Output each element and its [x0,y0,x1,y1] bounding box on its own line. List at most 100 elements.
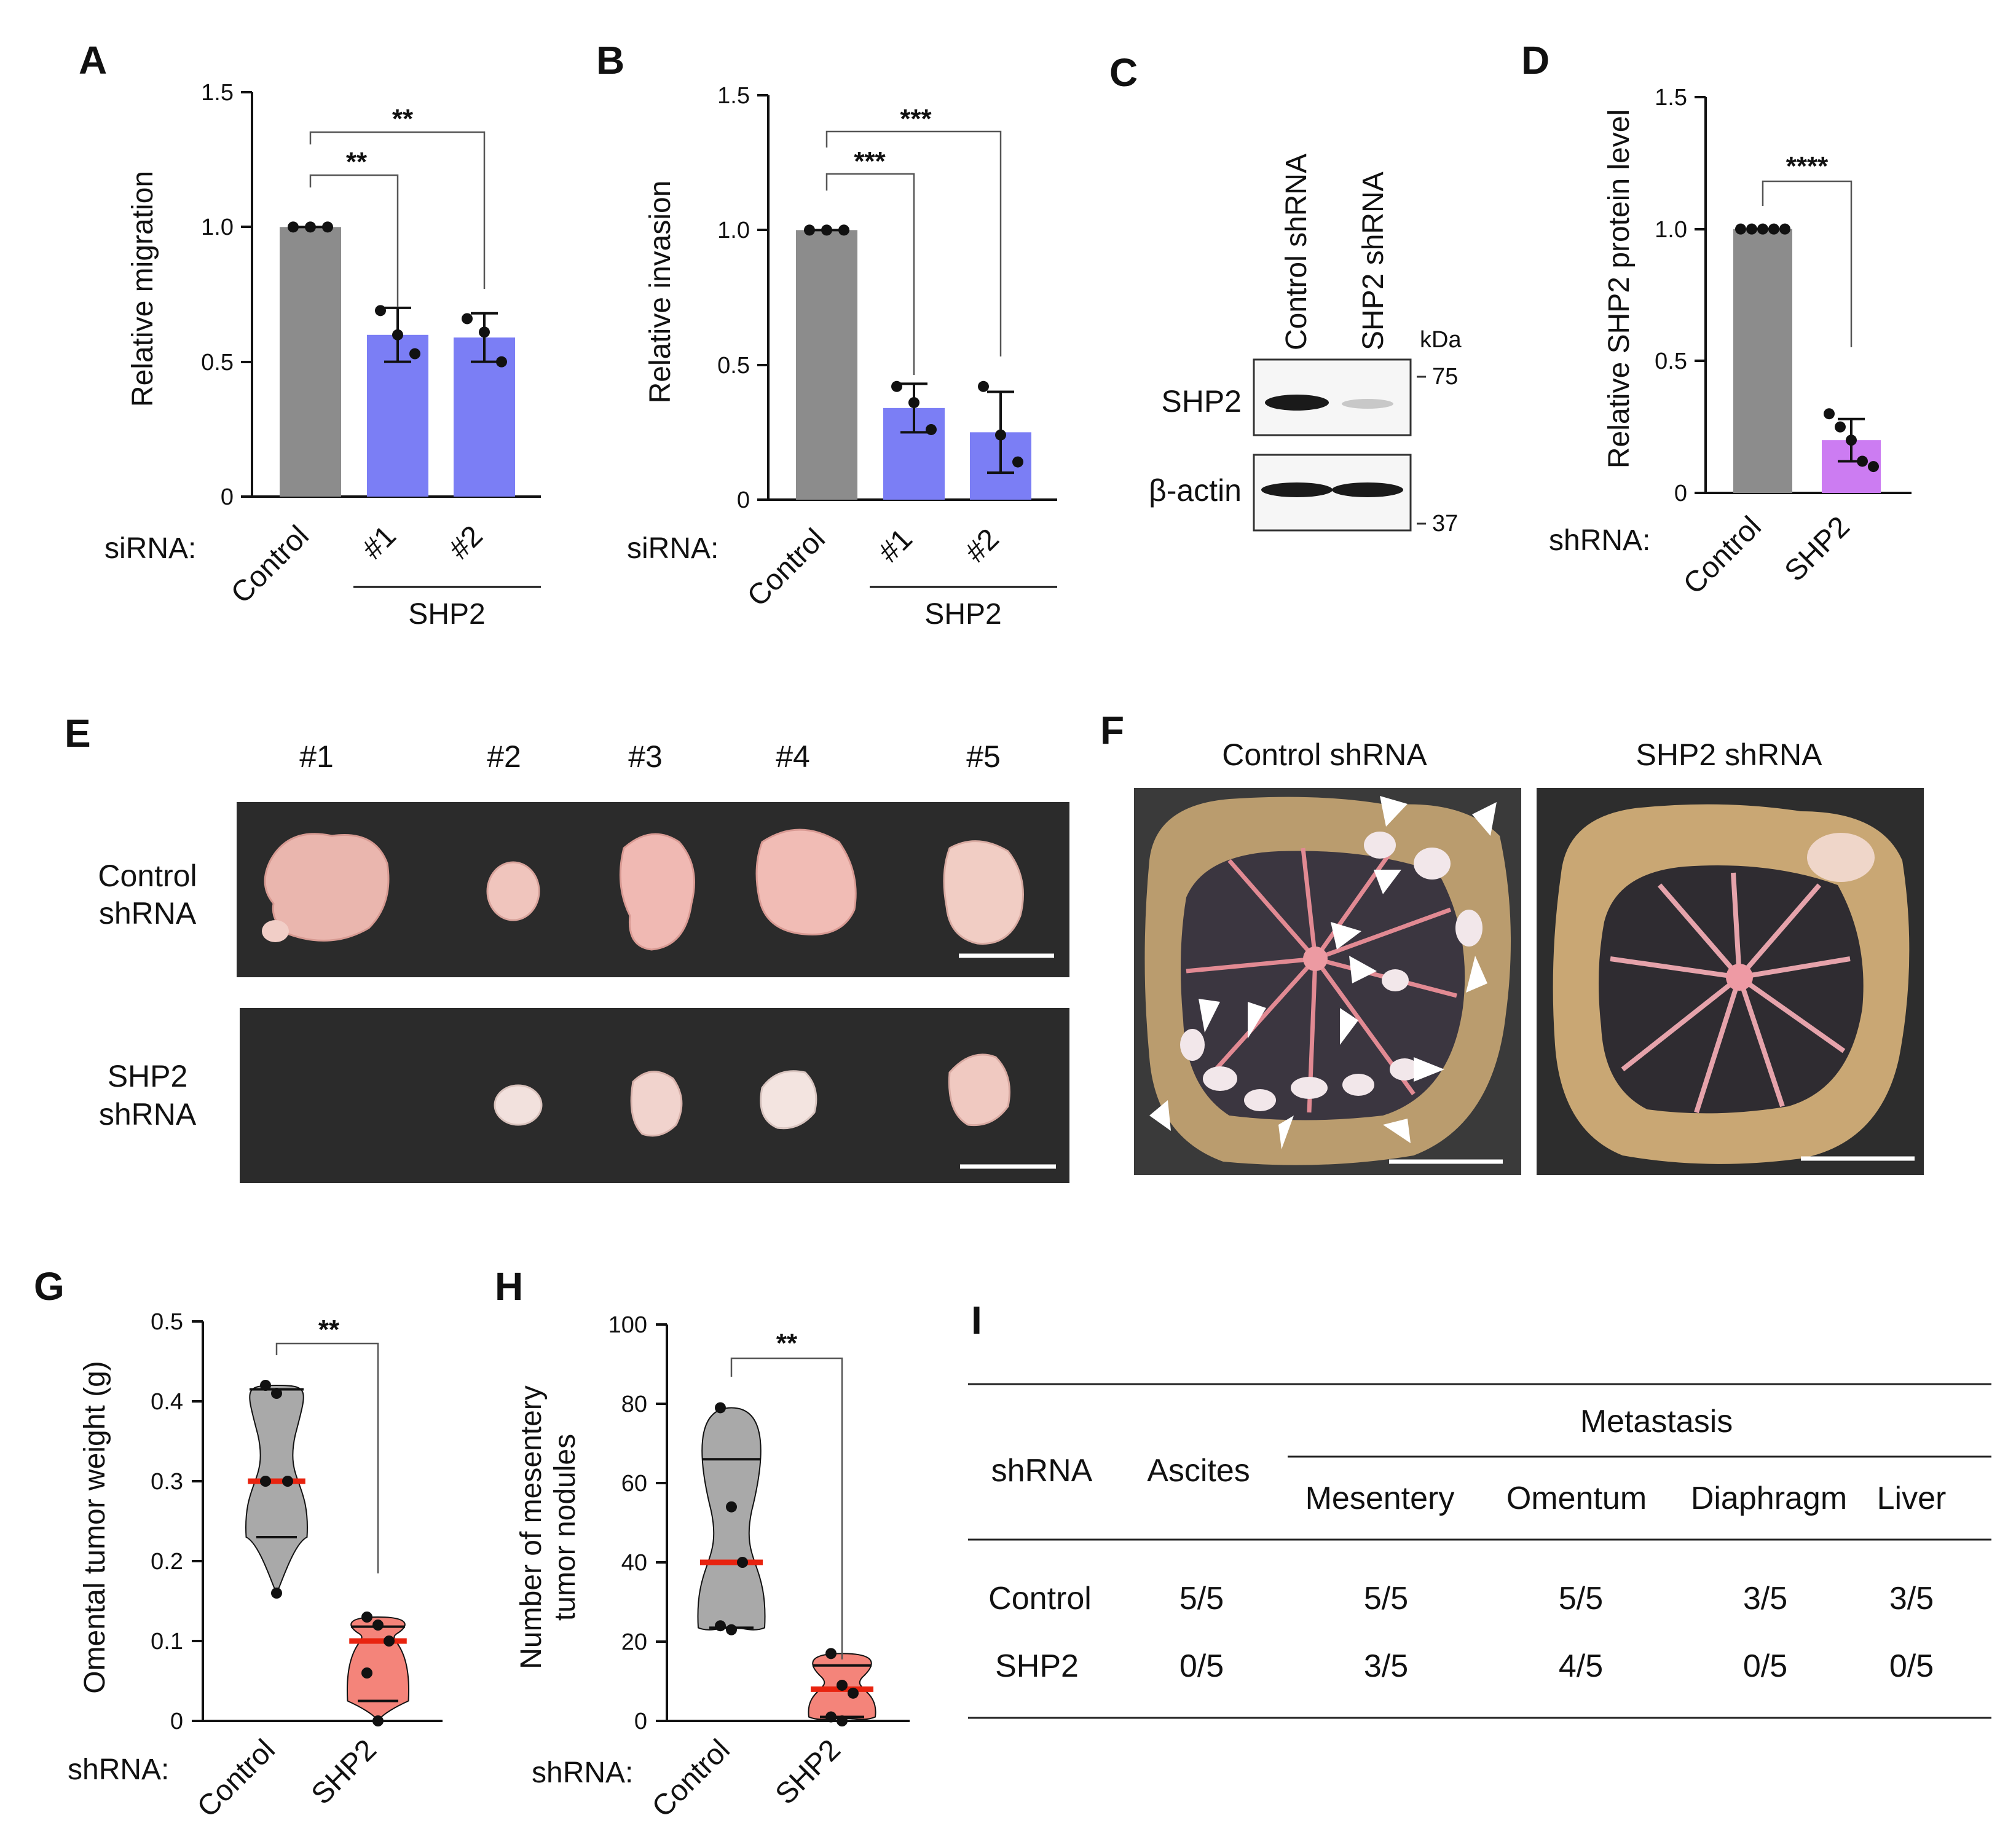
y-tick-label: 100 [608,1312,647,1338]
table-cell: 0/5 [1743,1648,1787,1684]
bar [796,230,857,500]
table-cell: 0/5 [1889,1648,1934,1684]
table-header-cell: Liver [1877,1481,1947,1516]
y-axis-title: Relative migration [127,171,159,407]
lane-label: SHP2 shRNA [1357,171,1390,350]
table-cell: SHP2 [995,1648,1079,1684]
y-axis-title: Omental tumor weight (g) [79,1361,111,1694]
panel-letter-h: H [495,1264,523,1309]
y-axis-title: Relative invasion [644,181,677,404]
violin-body [347,1616,409,1722]
table-cell: 0/5 [1179,1648,1224,1684]
data-point [1868,461,1879,473]
mouse-label: #3 [628,739,663,774]
panel-letter-i: I [971,1298,982,1342]
data-point [726,1624,737,1635]
table-row: Control 5/5 5/5 5/5 3/5 3/5 [988,1581,1934,1616]
panel-d: D Relative SHP2 protein level 0 0.5 1.0 … [1521,38,1912,600]
significance-brackets: ** [275,1315,379,1573]
panel-f: F Control shRNA SHP2 shRNA [1100,708,1924,1175]
table-header-cell: Diaphragm [1691,1481,1847,1516]
data-point [361,1667,372,1679]
data-point [282,1476,293,1487]
data-point [479,326,490,338]
significance-brackets: ** ** [309,104,486,307]
lane-label: Control shRNA [1280,154,1313,350]
row-label: siRNA: [627,532,719,565]
marker-label: 37 [1432,511,1458,537]
significance-label: *** [900,104,932,134]
data-point [372,1620,384,1631]
panel-letter-e: E [65,711,91,755]
violin-group [245,1380,409,1726]
panel-h: H Number of mesentery tumor nodules 0 20… [495,1264,910,1824]
y-tick-label: 0 [170,1709,183,1734]
y-axis-title: Number of mesentery [515,1385,548,1669]
panel-letter-g: G [34,1264,65,1309]
group-label: SHP2 [408,598,485,631]
category-label: #1 [873,522,919,569]
y-tick-label: 0.4 [151,1389,183,1415]
table-header-cell: Mesentery [1305,1481,1455,1516]
band-knockdown-shp2 [1342,399,1393,409]
y-axis: 0 0.1 0.2 0.3 0.4 0.5 [151,1309,204,1734]
category-label: Control [225,519,315,610]
panel-letter-b: B [596,38,624,82]
band-knockdown-actin [1332,482,1403,497]
data-point [837,1715,848,1726]
y-axis: 0 0.5 1.0 1.5 [717,83,770,513]
data-point [375,305,386,317]
panel-i: I Metastasis shRNA Ascites Mesentery Ome… [968,1298,1991,1719]
table-cell: 5/5 [1364,1581,1408,1616]
category-label: Control [741,522,832,613]
row-label: shRNA: [68,1753,169,1786]
band-control-actin [1261,482,1333,497]
y-tick-label: 80 [621,1391,647,1417]
photo-title: SHP2 shRNA [1636,738,1823,772]
row-label: shRNA: [532,1757,633,1789]
y-tick-label: 20 [621,1629,647,1655]
table-cell: 3/5 [1889,1581,1934,1616]
panel-b: B Relative invasion 0 0.5 1.0 1.5 *** **… [596,38,1057,631]
data-point [715,1402,726,1414]
significance-label: ** [392,104,414,134]
panel-g: G Omental tumor weight (g) 0 0.1 0.2 0.3… [34,1264,443,1824]
significance-label: ** [776,1328,798,1358]
mouse-label: #4 [776,739,810,774]
table-cell: 5/5 [1559,1581,1603,1616]
blot-shp2 [1253,358,1412,436]
panel-letter-a: A [79,38,107,82]
data-point [926,423,937,435]
data-point [737,1557,748,1568]
data-point [726,1501,737,1513]
row-label: Control [98,859,197,893]
data-point [288,221,299,233]
significance-label: **** [1786,151,1829,181]
shp2-tumors [494,1053,1010,1137]
y-axis: 0 20 40 60 80 100 [608,1312,668,1734]
y-tick-label: 1.5 [1655,85,1687,111]
kda-label: kDa [1420,327,1462,353]
significance-label: ** [318,1315,340,1345]
significance-label: ** [346,147,368,177]
y-tick-label: 0 [221,484,234,510]
data-point [1757,223,1768,235]
mouse-label: #5 [966,739,1001,774]
y-tick-label: 40 [621,1550,647,1576]
y-axis-title: Relative SHP2 protein level [1603,109,1636,468]
y-tick-label: 60 [621,1471,647,1497]
data-point [1735,223,1746,235]
data-point [838,224,849,236]
data-point [462,313,473,325]
marker-label: 75 [1432,364,1458,390]
y-tick-label: 1.0 [717,218,750,243]
row-label: SHP2 [108,1059,188,1093]
data-point [392,329,403,340]
data-point [1824,408,1835,420]
row-label: shRNA [99,896,197,931]
shp2-mesentery [1553,804,1910,1164]
bar [1733,229,1792,493]
data-point [978,380,989,392]
panel-e: E #1 #2 #3 #4 #5 Control shRNA SHP2 shRN… [65,711,1069,1183]
